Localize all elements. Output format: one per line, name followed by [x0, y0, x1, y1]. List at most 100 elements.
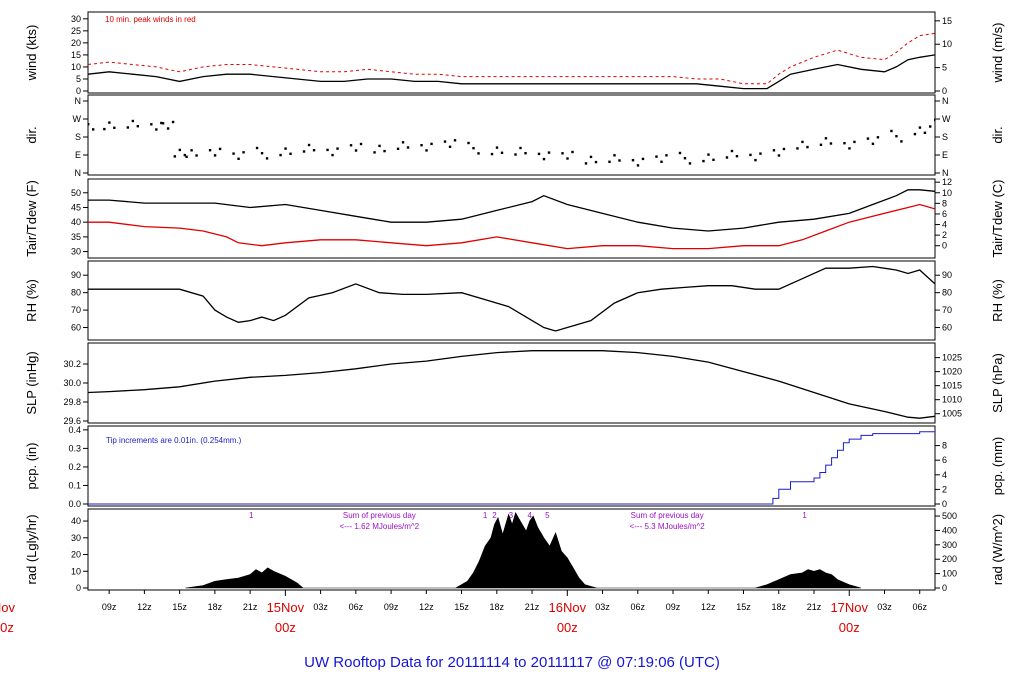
- dir-point: [824, 137, 828, 140]
- dir-point: [900, 140, 903, 143]
- left-tick-label: 40: [71, 516, 81, 526]
- dir-point: [401, 141, 405, 144]
- dir-point: [279, 153, 282, 157]
- right-axis-title: SLP (hPa): [990, 353, 1005, 413]
- dir-point: [939, 124, 941, 126]
- left-tick-label: 90: [71, 270, 81, 280]
- dir-point: [349, 144, 353, 147]
- right-tick-label: 10: [942, 188, 952, 198]
- left-tick-label: 20: [71, 550, 81, 560]
- dir-point: [108, 121, 111, 124]
- dir-point: [749, 153, 752, 157]
- left-axis-title: Tair/Tdew (F): [24, 180, 39, 257]
- dir-point: [871, 142, 875, 145]
- left-tick-label: 0.0: [68, 499, 81, 509]
- radiation-area: [185, 511, 862, 589]
- dir-point: [918, 126, 922, 129]
- precip-line: [88, 429, 935, 505]
- left-axis-title: RH (%): [24, 279, 39, 322]
- dir-point: [777, 154, 781, 157]
- panel-frame: [87, 342, 936, 424]
- right-axis-title: pcp. (mm): [990, 437, 1005, 496]
- x-tick-label: 18z: [208, 602, 223, 612]
- panel-series: [88, 118, 941, 167]
- left-tick-label: 0: [76, 583, 81, 593]
- right-tick-label: 8: [942, 198, 947, 208]
- dir-point: [326, 148, 329, 152]
- x-tick-label: 15z: [454, 602, 469, 612]
- left-tick-label: 50: [71, 188, 81, 198]
- dir-point: [853, 140, 856, 144]
- x-tick-label: 18z: [490, 602, 505, 612]
- dir-point: [472, 147, 475, 150]
- right-tick-label: 70: [942, 305, 952, 315]
- dir-point: [866, 137, 870, 140]
- right-tick-label: 15: [942, 16, 952, 26]
- slp-line: [88, 350, 935, 419]
- dir-point: [500, 151, 504, 154]
- radiation-sum-note: Sum of previous day: [631, 511, 704, 520]
- dir-point: [806, 145, 809, 149]
- dir-point: [890, 129, 893, 133]
- left-tick-label: 0: [76, 86, 81, 96]
- right-tick-label: 1010: [942, 395, 962, 405]
- dir-point: [430, 142, 433, 146]
- dir-point: [655, 155, 658, 158]
- right-tick-label: N: [942, 168, 949, 178]
- dir-point: [420, 144, 423, 147]
- left-tick-label: 0.1: [68, 480, 81, 490]
- date-label-top: Nov: [0, 600, 15, 615]
- left-tick-label: 35: [71, 232, 81, 242]
- x-tick-label: 03z: [313, 602, 328, 612]
- dir-point: [754, 158, 757, 162]
- dir-point: [378, 144, 381, 148]
- dir-point: [495, 146, 499, 149]
- right-tick-label: 0: [942, 583, 947, 593]
- right-axis-title: wind (m/s): [990, 23, 1005, 84]
- left-tick-label: 30: [71, 533, 81, 543]
- dir-point: [113, 126, 116, 129]
- dir-point: [796, 147, 799, 150]
- dir-point: [218, 147, 222, 151]
- right-tick-label: 2: [942, 230, 947, 240]
- dir-point: [232, 152, 235, 155]
- left-axis-title: pcp. (in): [24, 443, 39, 490]
- panel-frame: [87, 425, 936, 507]
- panel-frame: [87, 94, 936, 176]
- right-tick-label: 4: [942, 470, 947, 480]
- x-tick-label: 03z: [877, 602, 892, 612]
- x-tick-label: 09z: [384, 602, 399, 612]
- right-tick-label: 90: [942, 270, 952, 280]
- dir-point: [126, 126, 130, 129]
- dir-point: [519, 146, 522, 150]
- right-tick-label: 12: [942, 177, 952, 187]
- right-tick-label: 200: [942, 554, 957, 564]
- tdew-line: [88, 203, 935, 250]
- dir-point: [195, 154, 198, 157]
- dir-point: [166, 127, 170, 130]
- x-tick-label: 03z: [595, 602, 610, 612]
- dir-point: [396, 147, 400, 150]
- dir-point: [312, 149, 316, 152]
- dir-point: [589, 155, 593, 159]
- dir-point: [895, 135, 898, 138]
- dir-point: [242, 151, 245, 154]
- dir-point: [759, 152, 762, 155]
- dir-point: [618, 159, 621, 162]
- right-tick-label: S: [942, 132, 948, 142]
- left-tick-label: E: [75, 150, 81, 160]
- x-tick-label: 21z: [807, 602, 822, 612]
- 10-min-peak-winds-line: [88, 32, 935, 85]
- right-tick-label: 10: [942, 39, 952, 49]
- radiation-marker: 1: [802, 511, 807, 520]
- dir-point: [730, 149, 734, 153]
- dir-point: [613, 154, 616, 157]
- dir-point: [131, 119, 135, 123]
- dir-point: [307, 143, 311, 147]
- dir-point: [594, 160, 598, 164]
- right-tick-label: 400: [942, 525, 957, 535]
- dir-point: [160, 121, 163, 125]
